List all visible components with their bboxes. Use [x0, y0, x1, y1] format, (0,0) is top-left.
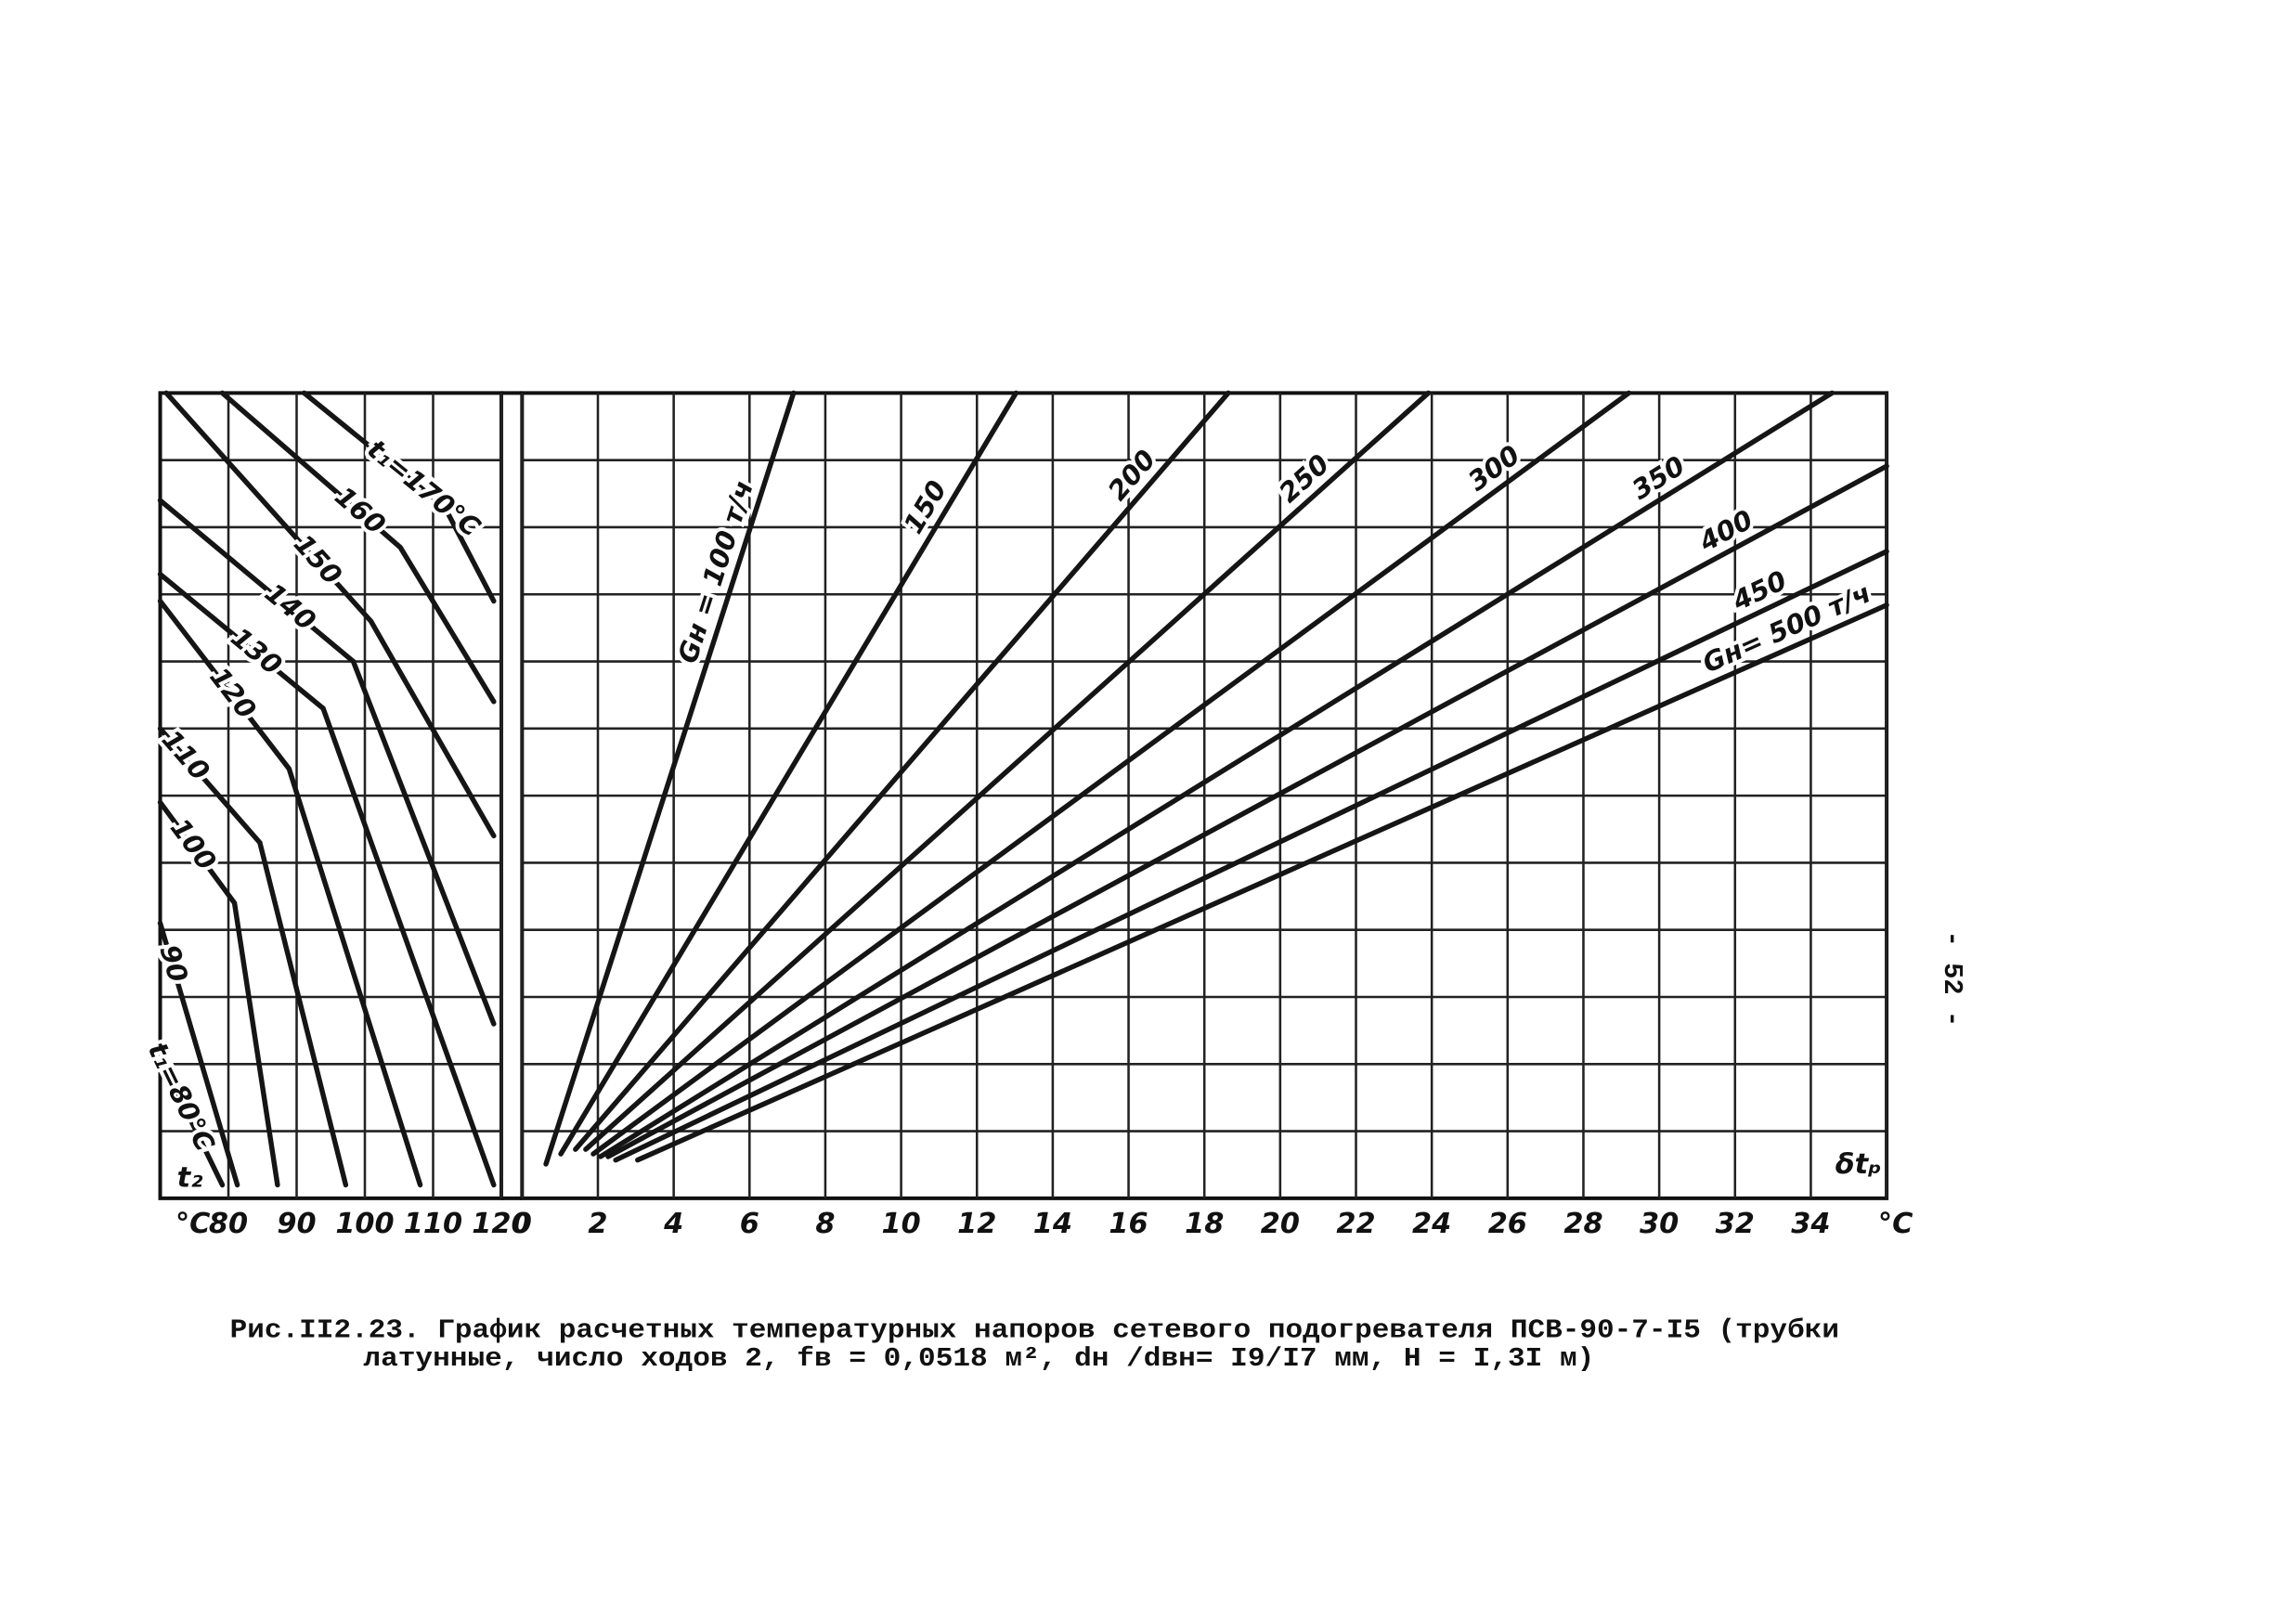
- x-tick-label: 8: [815, 1208, 835, 1240]
- line-label-group: 450: [1723, 561, 1796, 621]
- x-axis-name: δtₚ: [1836, 1148, 1882, 1181]
- nomogram-line: [583, 390, 1432, 1152]
- nomogram-line: [157, 1055, 226, 1188]
- nomogram-line: [163, 390, 497, 839]
- x-tick-label: 14: [1033, 1208, 1072, 1240]
- x-tick-label: 0: [512, 1208, 532, 1240]
- line-label-group: 200: [1097, 440, 1165, 511]
- nomogram-line: [157, 498, 497, 1027]
- x-tick-label: 24: [1412, 1208, 1451, 1240]
- line-label-group: 400: [1690, 499, 1762, 562]
- line-label-group: 150: [893, 472, 956, 543]
- x-unit: °C: [175, 1208, 210, 1240]
- nomogram-line: [598, 390, 1836, 1159]
- line-label-group: 300: [1459, 435, 1529, 501]
- nomogram-line: [573, 390, 1231, 1152]
- x-tick-label: 26: [1488, 1208, 1527, 1240]
- line-label: 150: [897, 475, 953, 539]
- line-label: 300: [1462, 439, 1525, 498]
- nomogram-line: [157, 920, 240, 1188]
- x-tick-label: 4: [663, 1208, 683, 1240]
- caption-line: Рис.II2.23. График расчетных температурн…: [230, 1315, 1839, 1346]
- nomogram-line: [635, 602, 1889, 1163]
- x-axis-name: t₂: [177, 1162, 204, 1195]
- x-tick-label: 100: [335, 1208, 394, 1240]
- x-tick-label: 20: [1261, 1208, 1300, 1240]
- x-tick-label: 28: [1563, 1208, 1602, 1240]
- x-tick-label: 120: [472, 1208, 530, 1240]
- nomogram-line: [157, 598, 423, 1188]
- caption-line: латунные, число ходов 2, fв = 0,0518 м²,…: [363, 1343, 1594, 1374]
- nomogram-line: [157, 571, 497, 1188]
- x-tick-label: 32: [1716, 1208, 1755, 1240]
- nomogram-line: [157, 726, 349, 1188]
- nomogram-line: [543, 390, 797, 1167]
- x-tick-label: 16: [1109, 1208, 1148, 1240]
- nomogram-line: [613, 549, 1889, 1163]
- nomogram-line: [558, 390, 1019, 1157]
- nomogram-line: [590, 390, 1632, 1157]
- line-label: 400: [1693, 503, 1758, 558]
- x-tick-label: 80: [209, 1208, 248, 1240]
- line-label-group: 250: [1269, 445, 1339, 512]
- page-number: - 52 -: [1937, 931, 1967, 1028]
- line-label: 250: [1273, 448, 1335, 509]
- x-tick-label: 18: [1185, 1208, 1224, 1240]
- x-tick-label: 34: [1791, 1208, 1830, 1240]
- x-tick-label: 90: [277, 1208, 316, 1240]
- nomogram-line: [157, 799, 280, 1188]
- nomogram-line: [605, 463, 1889, 1159]
- x-tick-label: 22: [1336, 1208, 1375, 1240]
- x-unit: °C: [1878, 1208, 1913, 1240]
- nomogram-line: [301, 390, 497, 604]
- x-tick-label: 110: [404, 1208, 462, 1240]
- line-label: 450: [1727, 564, 1792, 617]
- x-tick-label: 2: [588, 1208, 607, 1240]
- line-label: 200: [1101, 444, 1161, 507]
- x-tick-label: 30: [1640, 1208, 1679, 1240]
- nomogram-line: [219, 390, 497, 705]
- x-tick-label: 6: [740, 1208, 759, 1240]
- x-tick-label: 12: [957, 1208, 996, 1240]
- x-tick-label: 10: [881, 1208, 920, 1240]
